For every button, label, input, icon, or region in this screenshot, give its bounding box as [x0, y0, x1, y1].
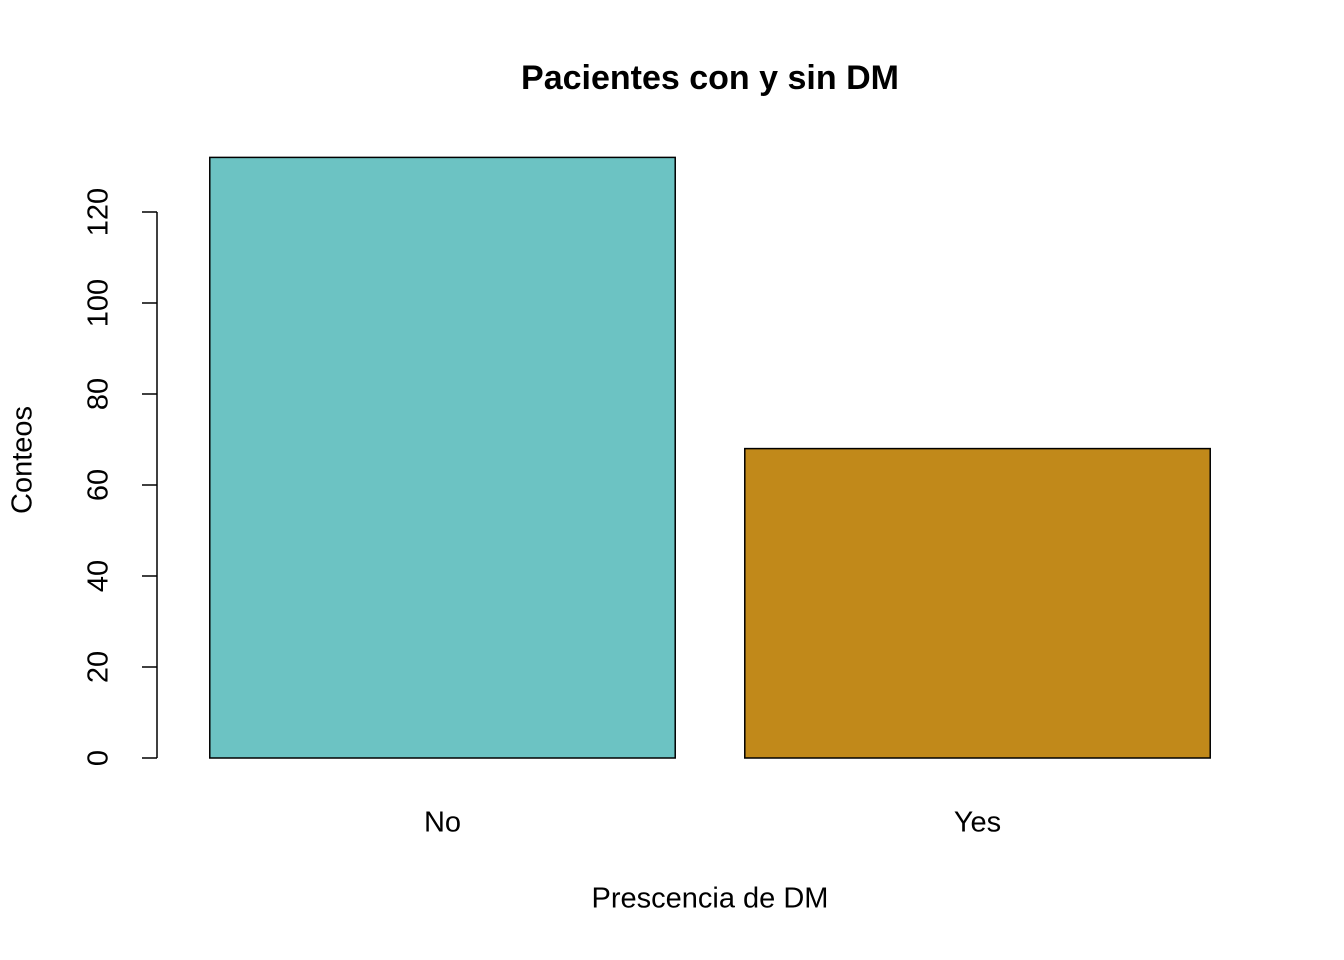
y-tick-label: 0	[83, 750, 115, 766]
bar	[744, 447, 1211, 759]
y-tick-label: 20	[83, 651, 115, 683]
y-tick-label: 120	[83, 188, 115, 236]
y-tick-label: 40	[83, 560, 115, 592]
chart-title: Pacientes con y sin DM	[521, 59, 899, 97]
x-tick-label: Yes	[954, 807, 1001, 839]
y-tick-label: 80	[83, 378, 115, 410]
y-tick-label: 100	[83, 279, 115, 327]
bar	[209, 156, 676, 759]
x-tick-label: No	[424, 807, 461, 839]
y-axis-label: Conteos	[7, 406, 39, 514]
x-axis-label: Prescencia de DM	[592, 883, 829, 915]
y-tick-label: 60	[83, 469, 115, 501]
